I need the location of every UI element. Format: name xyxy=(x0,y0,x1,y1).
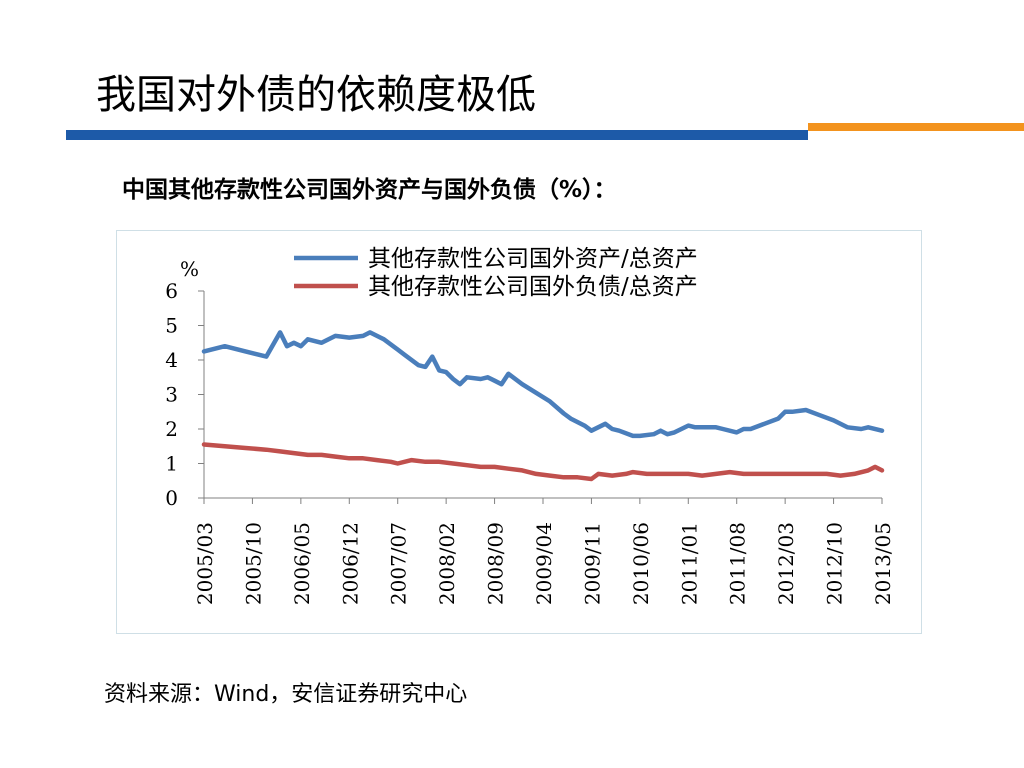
x-tick-label: 2007/07 xyxy=(387,522,411,605)
y-tick-label: 2 xyxy=(165,417,178,441)
header-band-blue xyxy=(66,130,808,140)
source-note: 资料来源：Wind，安信证券研究中心 xyxy=(104,682,468,707)
chart-frame xyxy=(116,230,922,634)
x-tick-label: 2012/10 xyxy=(823,522,847,605)
x-tick-label: 2008/09 xyxy=(484,522,508,605)
legend-label-2: 其他存款性公司国外负债/总资产 xyxy=(368,274,698,300)
y-tick-label: 1 xyxy=(165,452,178,476)
chart-subtitle: 中国其他存款性公司国外资产与国外负债（%）： xyxy=(122,177,617,203)
x-tick-label: 2009/04 xyxy=(532,522,556,605)
x-tick-label: 2011/01 xyxy=(677,522,701,605)
y-tick-label: 4 xyxy=(165,348,178,372)
x-tick-label: 2005/10 xyxy=(241,522,265,605)
x-tick-label: 2013/05 xyxy=(871,522,895,605)
page-title: 我国对外债的依赖度极低 xyxy=(96,72,536,118)
header-band-orange xyxy=(808,123,1024,131)
legend-label-1: 其他存款性公司国外资产/总资产 xyxy=(368,246,698,272)
y-tick-label: 0 xyxy=(165,486,178,510)
series-line-2 xyxy=(201,442,885,482)
y-tick-label: 6 xyxy=(165,279,178,303)
x-tick-label: 2006/12 xyxy=(338,522,362,605)
y-tick-label: 5 xyxy=(165,314,178,338)
x-tick-label: 2008/02 xyxy=(435,522,459,605)
x-tick-label: 2012/03 xyxy=(774,522,798,605)
x-tick-label: 2009/11 xyxy=(580,522,604,605)
y-axis-unit: % xyxy=(180,257,199,281)
x-tick-label: 2011/08 xyxy=(726,522,750,605)
series-line-1 xyxy=(201,330,885,439)
x-tick-label: 2010/06 xyxy=(629,522,653,605)
y-tick-label: 3 xyxy=(165,383,178,407)
x-tick-label: 2005/03 xyxy=(193,522,217,605)
x-tick-label: 2006/05 xyxy=(290,522,314,605)
